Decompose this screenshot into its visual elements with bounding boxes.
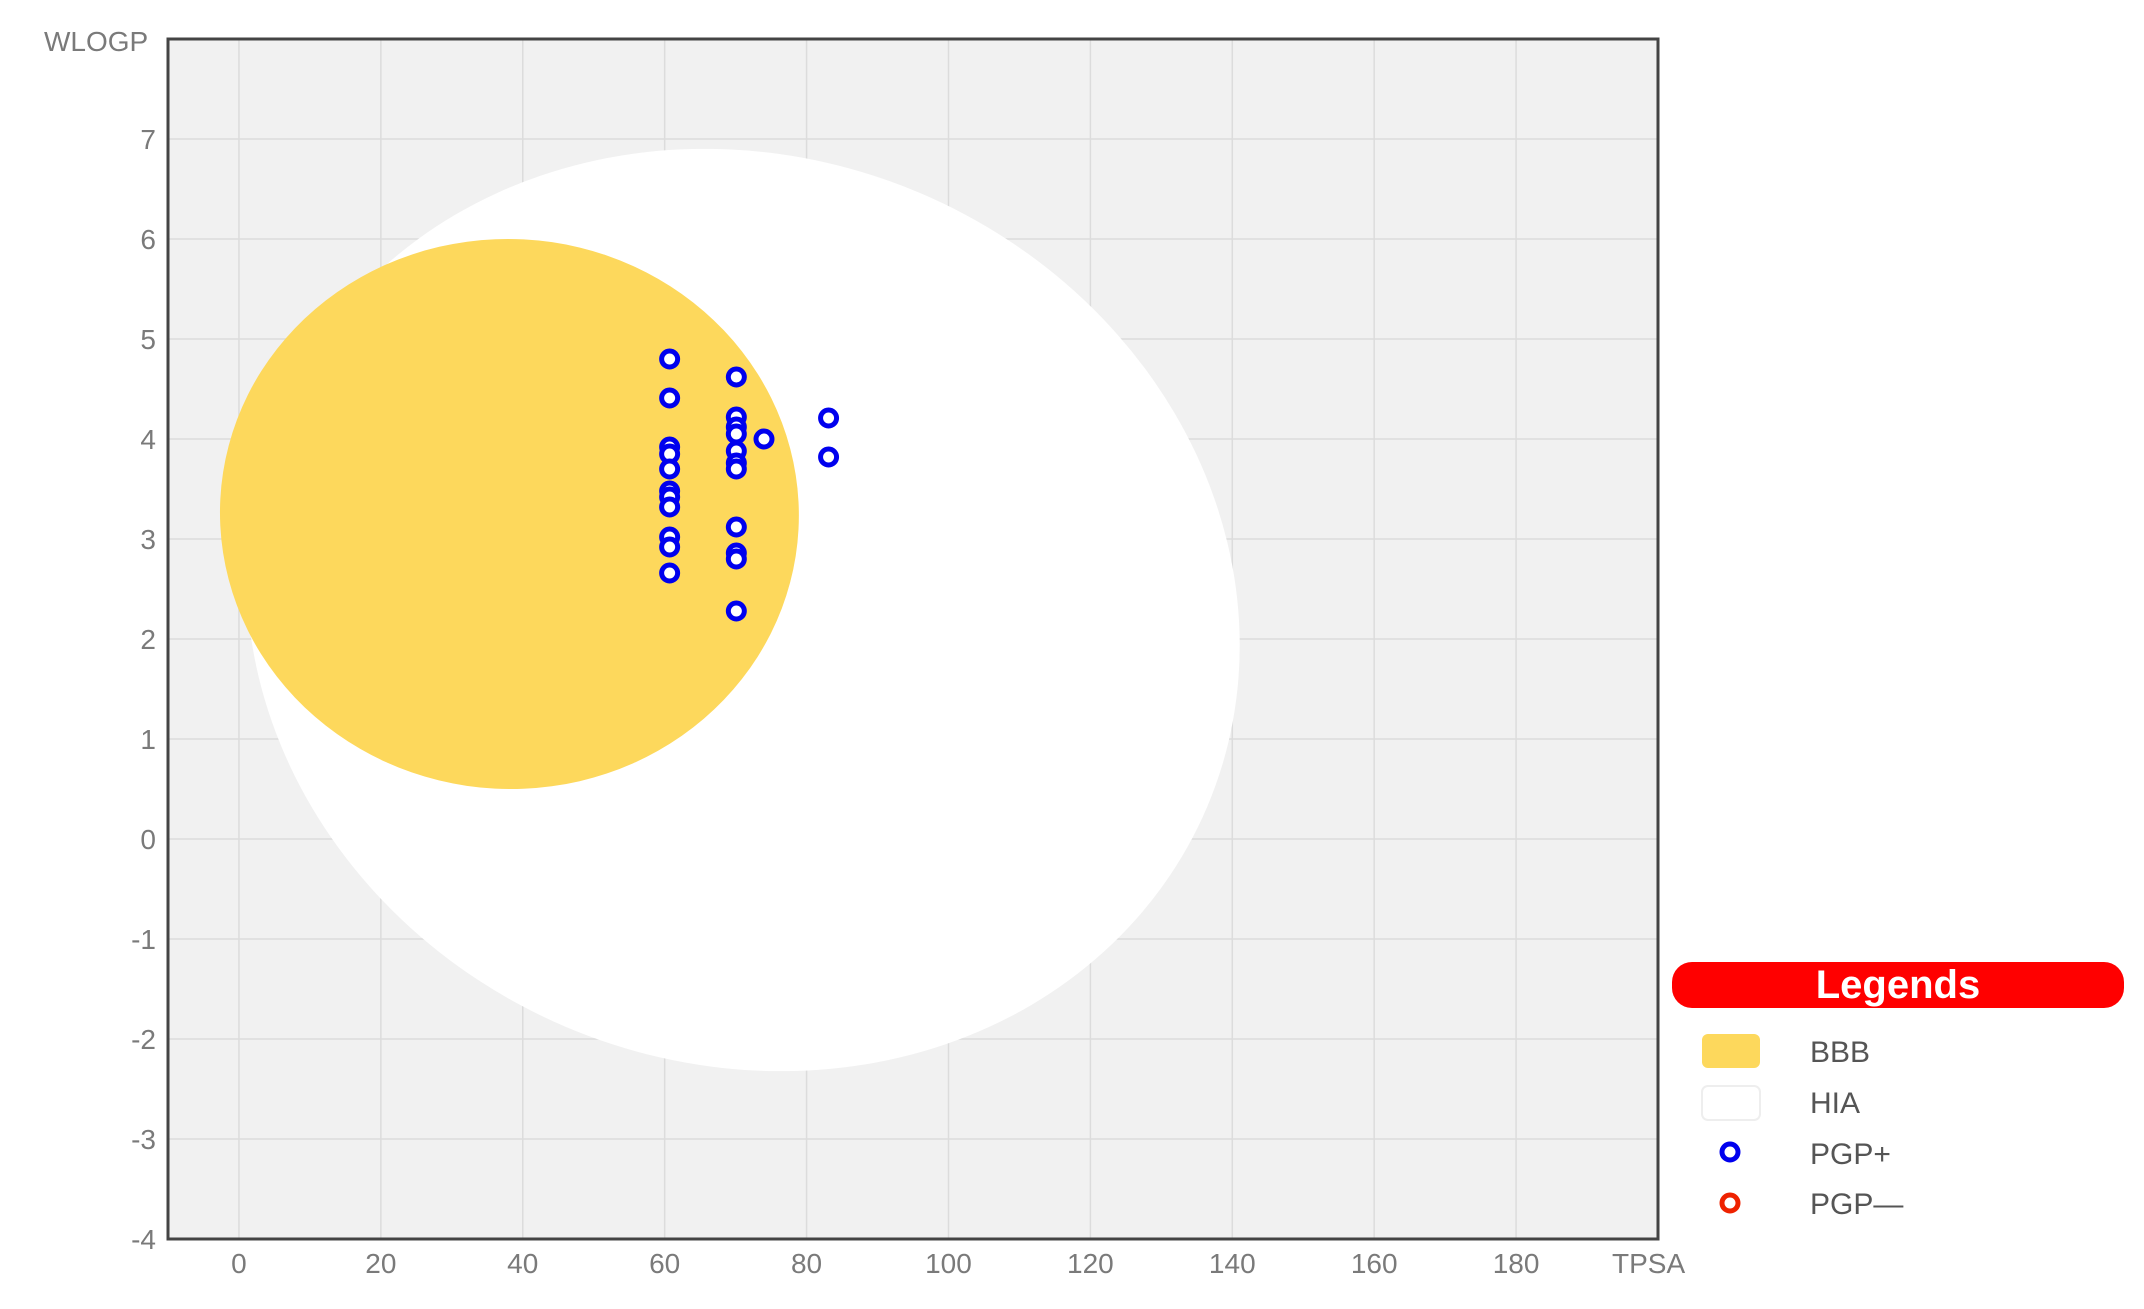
tick-labels: 0 20 40 60 80 100 120 140 160 180 -4 -3 -2 -1 0 1 2 3 4 5 6 7 xyxy=(131,124,1539,1279)
point-pgp-plus xyxy=(725,458,747,480)
x-axis-title: TPSA xyxy=(1612,1248,1685,1279)
x-tick-label: 120 xyxy=(1067,1248,1114,1279)
y-axis-title: WLOGP xyxy=(44,26,148,57)
x-tick-label: 180 xyxy=(1493,1248,1540,1279)
legend-swatch-bbb xyxy=(1702,1034,1760,1068)
point-pgp-plus xyxy=(725,516,747,538)
legend-label-hia: HIA xyxy=(1810,1087,1860,1120)
y-tick-label: 1 xyxy=(140,724,156,755)
legend-swatch-hia xyxy=(1701,1085,1761,1121)
x-tick-label: 60 xyxy=(649,1248,680,1279)
region-bbb xyxy=(219,238,799,790)
point-pgp-plus xyxy=(725,548,747,570)
point-pgp-plus xyxy=(659,536,681,558)
x-tick-label: 80 xyxy=(791,1248,822,1279)
y-tick-label: 0 xyxy=(140,824,156,855)
legend: Legends BBB HIA PGP+ PGP— xyxy=(1672,962,2124,1221)
legend-label-pgp-minus: PGP— xyxy=(1810,1188,1903,1221)
y-tick-label: 4 xyxy=(140,424,156,455)
point-pgp-plus xyxy=(659,348,681,370)
plot-frame xyxy=(166,37,1660,1241)
x-tick-label: 100 xyxy=(925,1248,972,1279)
y-tick-label: -1 xyxy=(131,924,156,955)
y-tick-label: -3 xyxy=(131,1124,156,1155)
point-pgp-plus xyxy=(818,407,840,429)
legend-label-pgp-plus: PGP+ xyxy=(1810,1138,1891,1171)
x-tick-label: 0 xyxy=(231,1248,247,1279)
y-tick-label: 3 xyxy=(140,524,156,555)
y-tick-label: 5 xyxy=(140,324,156,355)
x-tick-label: 40 xyxy=(507,1248,538,1279)
y-tick-label: -4 xyxy=(131,1224,156,1255)
legend-label-bbb: BBB xyxy=(1810,1036,1870,1069)
legend-marker-pgp-minus xyxy=(1719,1192,1741,1214)
x-tick-label: 160 xyxy=(1351,1248,1398,1279)
point-pgp-plus xyxy=(659,458,681,480)
points-layer xyxy=(659,348,840,622)
point-pgp-plus xyxy=(659,562,681,584)
point-pgp-plus xyxy=(725,600,747,622)
y-tick-label: 6 xyxy=(140,224,156,255)
point-pgp-plus xyxy=(659,387,681,409)
legend-title: Legends xyxy=(1816,963,1980,1007)
x-tick-label: 20 xyxy=(365,1248,396,1279)
legend-title-bar xyxy=(1672,962,2124,1008)
point-pgp-plus xyxy=(753,428,775,450)
x-tick-label: 140 xyxy=(1209,1248,1256,1279)
point-pgp-plus xyxy=(659,496,681,518)
point-pgp-plus xyxy=(818,446,840,468)
y-tick-label: 2 xyxy=(140,624,156,655)
y-tick-label: 7 xyxy=(140,124,156,155)
point-pgp-plus xyxy=(725,366,747,388)
point-pgp-plus xyxy=(725,423,747,445)
y-tick-label: -2 xyxy=(131,1024,156,1055)
legend-marker-pgp-plus xyxy=(1719,1141,1741,1163)
